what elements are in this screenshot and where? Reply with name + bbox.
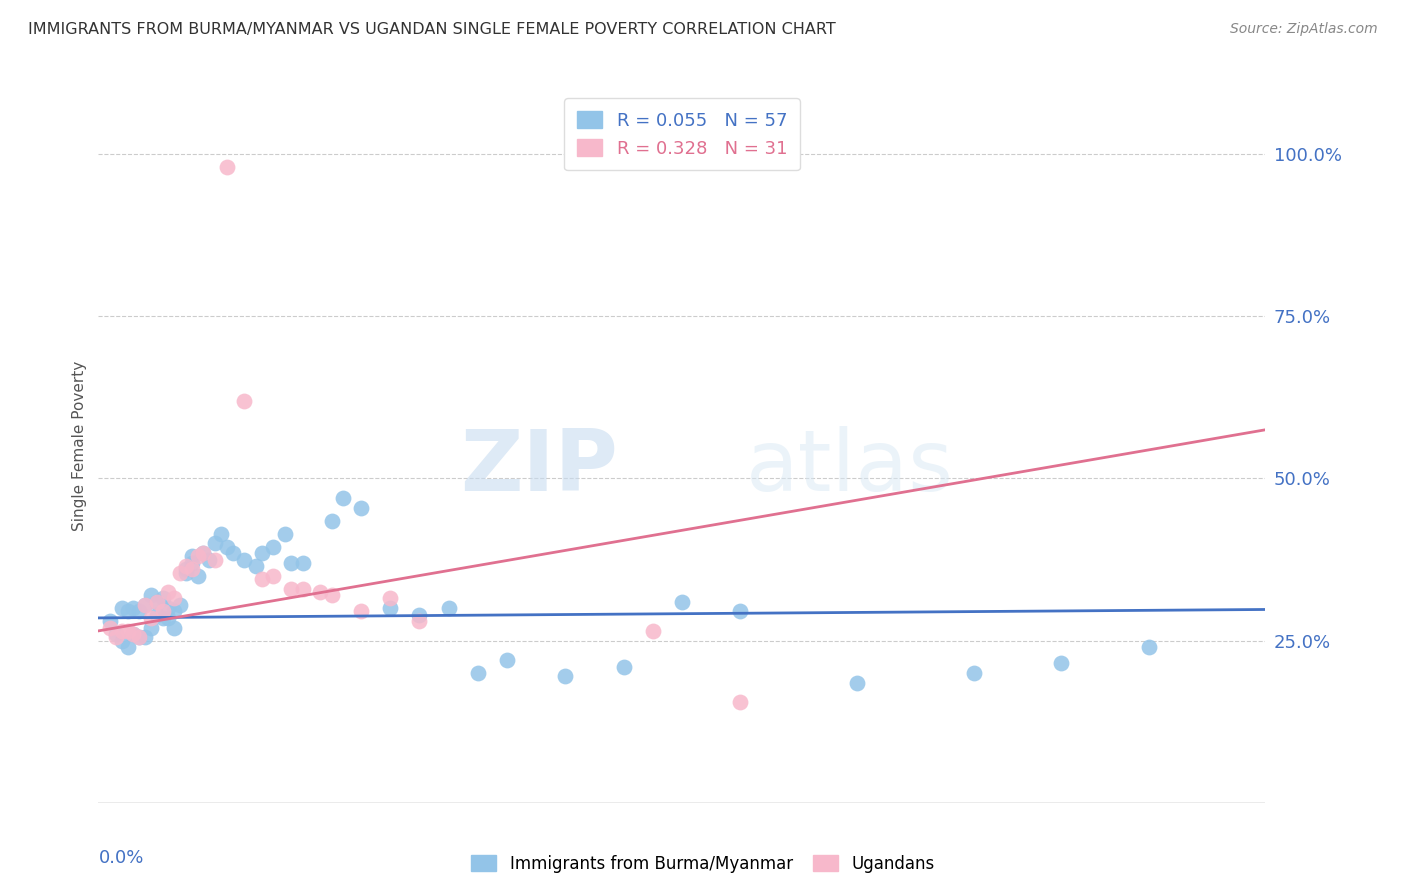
Point [221, 546, 243, 560]
Point [280, 582, 302, 596]
Point [122, 601, 145, 615]
Point [180, 556, 202, 570]
Point [163, 604, 186, 618]
Point [122, 627, 145, 641]
Point [193, 546, 215, 560]
Point [215, 540, 238, 554]
Point [262, 568, 284, 582]
Point [408, 614, 430, 628]
Point [117, 624, 139, 638]
Point [157, 585, 180, 599]
Point [408, 607, 430, 622]
Point [111, 633, 134, 648]
Point [671, 595, 693, 609]
Point [146, 595, 169, 609]
Point [350, 604, 373, 618]
Point [262, 540, 284, 554]
Point [146, 595, 169, 609]
Point [332, 491, 354, 505]
Point [187, 568, 209, 582]
Point [163, 621, 186, 635]
Point [157, 601, 180, 615]
Point [378, 591, 402, 606]
Point [204, 536, 226, 550]
Point [321, 588, 343, 602]
Point [280, 556, 302, 570]
Point [139, 588, 162, 602]
Point [139, 611, 162, 625]
Point [274, 526, 297, 541]
Point [233, 393, 256, 408]
Point [163, 591, 186, 606]
Point [187, 549, 209, 564]
Point [111, 601, 134, 615]
Point [728, 604, 751, 618]
Point [845, 675, 868, 690]
Point [245, 559, 267, 574]
Point [104, 631, 127, 645]
Point [169, 598, 191, 612]
Point [152, 591, 174, 606]
Point [174, 559, 197, 574]
Text: Source: ZipAtlas.com: Source: ZipAtlas.com [1230, 22, 1378, 37]
Point [134, 598, 156, 612]
Point [152, 611, 174, 625]
Point [174, 566, 197, 580]
Point [1137, 640, 1160, 654]
Point [554, 669, 576, 683]
Point [198, 552, 221, 566]
Point [641, 624, 664, 638]
Point [152, 604, 174, 618]
Point [1050, 657, 1073, 671]
Point [193, 546, 215, 560]
Point [204, 552, 226, 566]
Point [98, 621, 121, 635]
Point [139, 621, 162, 635]
Point [122, 627, 145, 641]
Point [209, 526, 232, 541]
Point [309, 585, 332, 599]
Point [117, 640, 139, 654]
Text: 0.0%: 0.0% [98, 849, 143, 867]
Point [128, 631, 150, 645]
Point [180, 549, 202, 564]
Y-axis label: Single Female Poverty: Single Female Poverty [72, 361, 87, 531]
Point [321, 514, 343, 528]
Point [104, 627, 127, 641]
Point [350, 500, 373, 515]
Text: IMMIGRANTS FROM BURMA/MYANMAR VS UGANDAN SINGLE FEMALE POVERTY CORRELATION CHART: IMMIGRANTS FROM BURMA/MYANMAR VS UGANDAN… [28, 22, 837, 37]
Point [291, 582, 314, 596]
Legend: R = 0.055   N = 57, R = 0.328   N = 31: R = 0.055 N = 57, R = 0.328 N = 31 [564, 98, 800, 170]
Point [117, 604, 139, 618]
Point [146, 607, 169, 622]
Point [233, 552, 256, 566]
Point [250, 546, 273, 560]
Point [111, 624, 134, 638]
Point [437, 601, 460, 615]
Point [291, 556, 314, 570]
Point [962, 666, 984, 681]
Point [134, 631, 156, 645]
Point [467, 666, 489, 681]
Point [180, 562, 202, 576]
Point [157, 611, 180, 625]
Legend: Immigrants from Burma/Myanmar, Ugandans: Immigrants from Burma/Myanmar, Ugandans [465, 848, 941, 880]
Text: ZIP: ZIP [460, 425, 617, 509]
Point [495, 653, 517, 667]
Point [215, 160, 238, 174]
Point [250, 572, 273, 586]
Point [98, 614, 121, 628]
Text: atlas: atlas [747, 425, 955, 509]
Point [128, 631, 150, 645]
Point [134, 598, 156, 612]
Point [378, 601, 402, 615]
Point [128, 604, 150, 618]
Point [174, 562, 197, 576]
Point [728, 695, 751, 709]
Point [612, 659, 634, 673]
Point [169, 566, 191, 580]
